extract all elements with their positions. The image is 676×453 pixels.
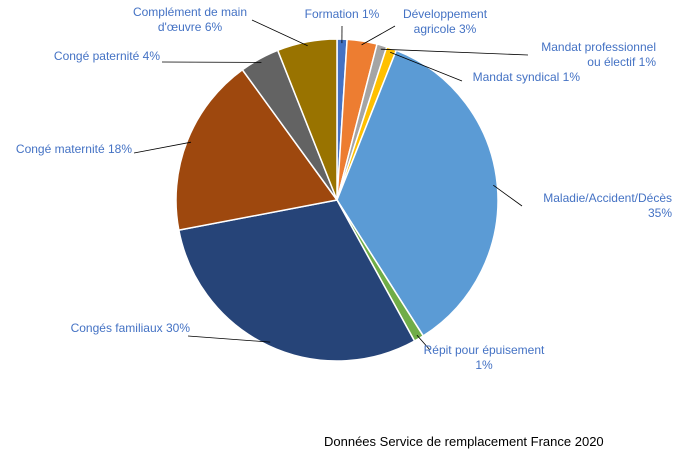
slice-label-line: Mandat syndical 1% bbox=[473, 70, 581, 84]
pie-slice-5 bbox=[336, 49, 499, 337]
slice-label-line: Congé paternité 4% bbox=[54, 49, 160, 63]
slice-label-10: Complément de main d'œuvre 6% bbox=[133, 5, 247, 34]
leader-line-2 bbox=[361, 25, 396, 46]
slice-label-line: Complément de main bbox=[133, 5, 247, 19]
slice-label-line: Développement bbox=[403, 7, 488, 21]
slice-label-line: Maladie/Accident/Décès bbox=[543, 191, 672, 205]
leader-line-5 bbox=[493, 184, 523, 207]
leader-line-10 bbox=[251, 19, 308, 47]
slice-labels: Formation 1% Développement agricole 3% Mand… bbox=[16, 5, 672, 372]
source-note: Données Service de remplacement France 2… bbox=[324, 434, 604, 449]
slice-label-line: Répit pour épuisement bbox=[424, 343, 545, 357]
slice-label-6: Répit pour épuisement 1% bbox=[424, 343, 545, 372]
pie-slice-10 bbox=[276, 38, 338, 201]
slice-label-line: Mandat professionnel bbox=[541, 40, 656, 54]
slice-label-line: agricole 3% bbox=[414, 22, 477, 36]
leader-lines bbox=[133, 19, 529, 351]
slice-label-2: Développement agricole 3% bbox=[403, 7, 488, 36]
leader-line-3 bbox=[380, 48, 529, 56]
slice-label-5: Maladie/Accident/Décès 35% bbox=[543, 191, 672, 220]
leader-line-8 bbox=[133, 141, 192, 154]
slice-label-8: Congé maternité 18% bbox=[16, 142, 132, 156]
slice-label-line: Congé maternité 18% bbox=[16, 142, 132, 156]
slice-label-line: d'œuvre 6% bbox=[158, 20, 223, 34]
slice-label-line: ou électif 1% bbox=[587, 55, 656, 69]
slice-label-line: 1% bbox=[475, 358, 493, 372]
slice-label-9: Congé paternité 4% bbox=[54, 49, 160, 63]
slice-label-4: Mandat syndical 1% bbox=[473, 70, 581, 84]
slice-label-3: Mandat professionnel ou électif 1% bbox=[541, 40, 656, 69]
slice-label-line: 35% bbox=[648, 206, 672, 220]
leader-line-7 bbox=[187, 335, 271, 343]
slice-label-line: Formation 1% bbox=[305, 7, 380, 21]
leader-line-4 bbox=[390, 51, 463, 82]
pie-slice-8 bbox=[175, 68, 339, 232]
pie-slice-7 bbox=[177, 199, 416, 362]
leader-line-6 bbox=[416, 334, 431, 351]
slice-label-line: Congés familiaux 30% bbox=[71, 321, 191, 335]
slice-label-1: Formation 1% bbox=[305, 7, 380, 21]
pie-slices bbox=[175, 38, 499, 362]
slice-label-7: Congés familiaux 30% bbox=[71, 321, 191, 335]
